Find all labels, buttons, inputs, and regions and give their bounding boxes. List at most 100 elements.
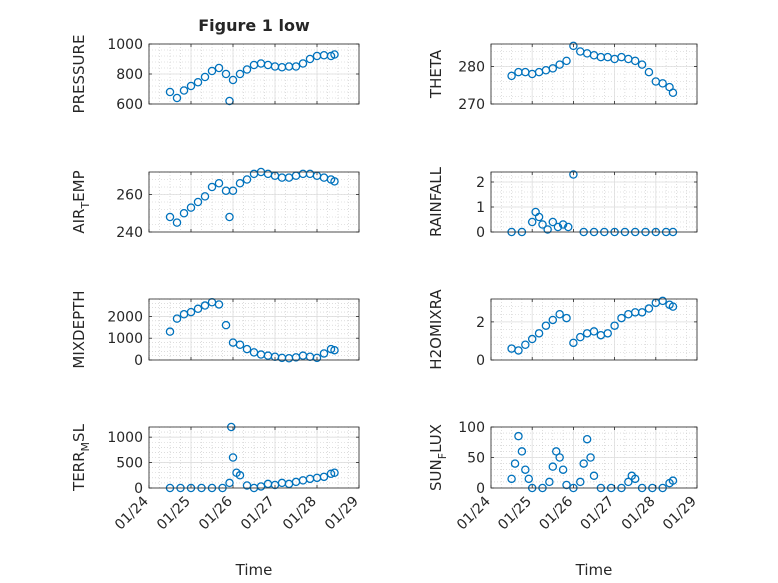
panel-7-y-tick-label: 50 [467, 451, 485, 467]
panel-0-data-point [228, 75, 238, 85]
panel-0-y-label-main: PRESSURE [70, 35, 88, 114]
panel-7-x-tick-label: 01/26 [536, 493, 576, 533]
panel-6-y-label-sub: M [79, 442, 92, 452]
panel-7-y-label-tail: LUX [427, 424, 445, 453]
panel-2-y-label-tail: EMP [70, 170, 88, 201]
panel-3-data-point [564, 222, 573, 232]
panel-6-y-label-main: TERR [70, 451, 88, 492]
panel-4-data-point [221, 320, 231, 330]
panel-2-y-axis-label: AIRTEMP [70, 170, 92, 233]
panel-4-y-label-main: MIXDEPTH [70, 290, 88, 368]
panel-6-data-point [330, 468, 339, 477]
panel-2-axes-box [148, 171, 360, 233]
panel-6-x-tick-label: 01/28 [280, 494, 320, 534]
panel-4-y-tick-label: 0 [134, 353, 143, 369]
panel-4-y-tick-label: 1000 [107, 331, 143, 347]
panel-3-data-point [538, 220, 547, 229]
panel-5-data-point [548, 315, 558, 325]
panel-7-data-point [514, 431, 523, 441]
panel-2-data-point [235, 178, 245, 188]
panel-2-data-point [165, 212, 175, 222]
panel-0-data-point [305, 54, 315, 64]
panel-3-y-tick-label: 2 [476, 175, 485, 191]
panel-6-y-label-tail: SL [70, 423, 88, 442]
panel-4-data-point [242, 344, 252, 354]
panel-0-data-point [291, 62, 301, 71]
panel-6-data-point [235, 471, 245, 480]
panel-1-data-point [668, 88, 678, 98]
panel-2-data-point [200, 192, 210, 201]
panel-5-data-point [555, 309, 564, 319]
panel-5-data-point [521, 340, 530, 349]
panel-7-x-tick-label: 01/28 [619, 494, 659, 534]
panel-6-x-tick-label: 01/26 [196, 493, 236, 533]
panel-1-data-point [548, 64, 558, 73]
panel-7-y-tick-label: 0 [476, 481, 485, 497]
panel-0-y-tick-label: 1000 [107, 37, 143, 53]
panel-7-data-point [582, 434, 592, 444]
panel-5-data-point [562, 313, 571, 323]
panel-2-data-point [193, 197, 203, 207]
panel-1-data-point [644, 67, 654, 77]
panel-4-data-point [186, 307, 196, 317]
panel-4-data-point [330, 345, 339, 355]
panel-4-data-point [200, 301, 210, 310]
panel-4-data-point [193, 304, 203, 314]
panel-7-data-point [555, 453, 564, 462]
panel-5-data-point [644, 304, 654, 313]
panel-3-data-point [527, 217, 537, 227]
panel-6-data-point [326, 469, 336, 479]
figure-title: Figure 1 low [198, 16, 310, 35]
panel-2-y-tick-label: 240 [116, 225, 143, 241]
panel-7-data-point [589, 471, 599, 481]
panel-3-y-label-main: RAINFALL [427, 166, 445, 237]
panel-7-y-label-sub: F [436, 453, 449, 459]
panel-6-y-tick-label: 0 [134, 481, 143, 497]
panel-5-data-point [589, 327, 599, 336]
panel-6-x-tick-label: 01/29 [322, 494, 362, 534]
panel-0-y-axis-label: PRESSURE [70, 35, 88, 114]
panel-1-data-point [637, 60, 647, 69]
panel-5-data-point [576, 332, 585, 342]
panel-5-y-tick-label: 2 [476, 315, 485, 331]
panel-0-data-point [214, 63, 224, 73]
panel-0-data-point [200, 72, 210, 82]
panel-2-y-tick-label: 260 [116, 188, 143, 204]
panel-7-data-point [521, 465, 530, 474]
panel-5-data-point [514, 346, 523, 355]
panel-7-data-point [558, 465, 568, 474]
panel-7-x-tick-label: 01/24 [454, 493, 494, 533]
panel-7-data-point [668, 476, 678, 485]
x-axis-label-left: Time [235, 561, 273, 579]
panel-2-data-point [207, 182, 217, 192]
panel-7-data-point [510, 459, 520, 468]
x-axis-label-right: Time [575, 561, 613, 579]
panel-3-y-tick-label: 0 [476, 225, 485, 241]
panel-5-data-point [610, 321, 619, 330]
panel-3-data-point [558, 220, 568, 229]
panel-5-axes-box [490, 298, 698, 361]
panel-7-y-label-main: SUN [427, 459, 445, 491]
panel-7-x-tick-label: 01/29 [660, 494, 700, 534]
panel-0-data-point [298, 59, 308, 68]
panel-5-data-point [668, 302, 678, 311]
panel-6-y-tick-label: 1000 [107, 430, 143, 446]
panel-4-data-point [214, 300, 224, 309]
panel-2-y-label-main: AIR [70, 209, 88, 234]
panel-3-data-point [548, 217, 558, 227]
panel-7-data-point [579, 459, 588, 468]
panel-0-data-point [186, 81, 196, 91]
panel-2-y-label-sub: T [79, 202, 92, 210]
panel-2-data-point [330, 177, 339, 186]
panel-5-data-point [617, 313, 626, 323]
panel-0-y-tick-label: 800 [116, 67, 143, 83]
panel-4-data-point [165, 327, 175, 336]
panel-4-data-point [326, 344, 336, 354]
panel-4-data-point [312, 353, 322, 363]
panel-4-y-tick-label: 2000 [107, 309, 143, 325]
panel-1-data-point [562, 56, 571, 66]
panel-3-y-axis-label: RAINFALL [427, 166, 445, 237]
panel-4-data-point [319, 349, 329, 358]
panel-0-data-point [165, 87, 175, 97]
